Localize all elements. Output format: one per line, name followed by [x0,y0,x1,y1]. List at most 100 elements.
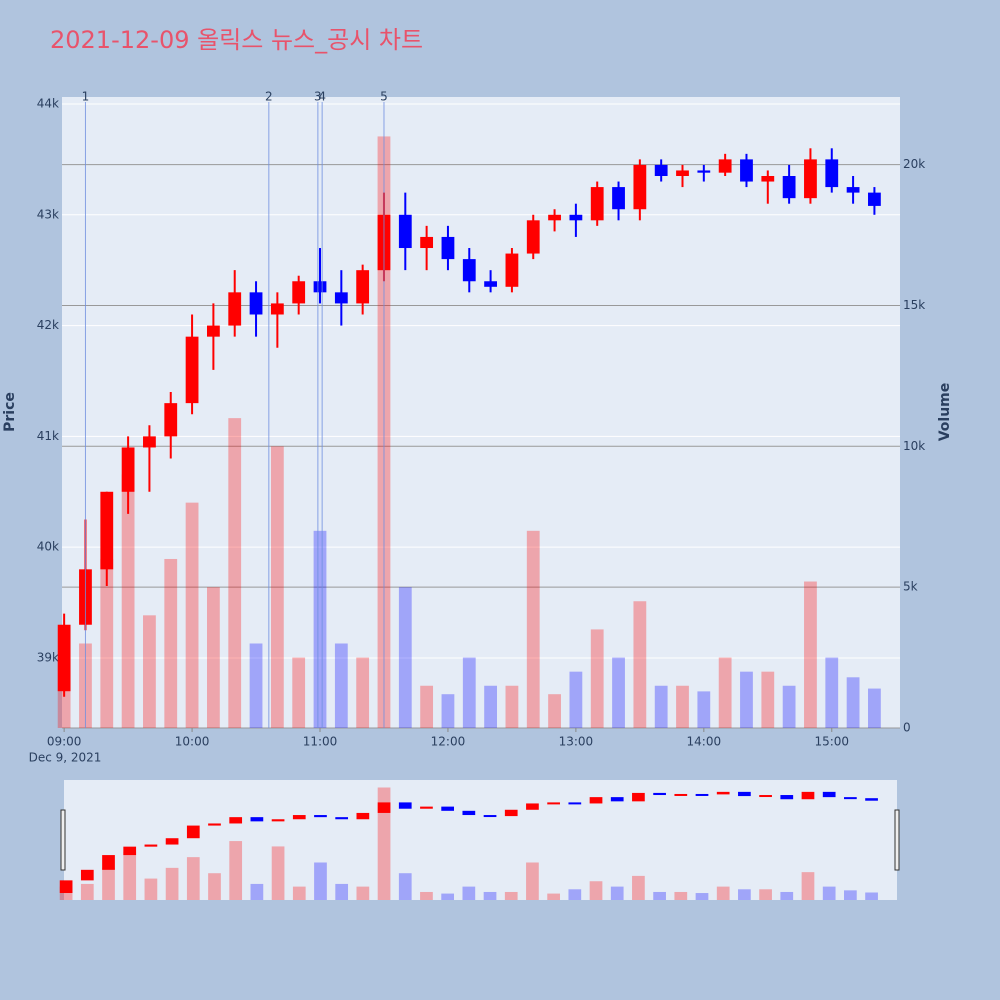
volume-bar [697,691,711,728]
slider-candle [547,802,560,805]
slider-candle [462,810,476,816]
volume-bar [846,677,860,728]
slider-candle [738,791,751,797]
candle-body [846,187,860,193]
volume-bar [505,685,519,728]
slider-candle [335,817,349,820]
candle-body [804,159,817,199]
candle-body [633,164,647,210]
slider-volume-bar [462,886,476,900]
slider-handle [60,809,66,871]
y-tick-label: 39k [37,650,59,664]
volume-bar [334,643,348,728]
slider-volume-bar [844,890,857,900]
news-marker-label: 3 [314,90,322,104]
volume-bar [654,685,668,728]
slider-volume-bar [483,891,497,900]
volume-bar [164,558,178,728]
slider-candle [716,791,730,795]
slider-candle [102,855,115,870]
volume-bar [633,601,647,728]
slider-volume-bar [568,889,582,900]
volume-bar [398,587,412,728]
y-tick-label: 44k [37,96,59,110]
candle-body [228,292,242,326]
slider-volume-bar [780,891,794,900]
volume-bar [740,671,753,728]
candle-body [356,270,370,304]
candle-body [868,192,881,206]
candle-body [676,170,689,176]
slider-volume-bar [865,892,878,900]
candle-body [612,187,625,210]
candle-body [526,220,540,254]
slider-candle [59,880,73,894]
x-tick-label: 11:00 [303,735,338,749]
candle-body [718,159,732,173]
slider-candle [186,825,200,839]
candle-body [334,292,348,304]
news-marker-label: 4 [318,90,326,104]
candle-body [292,281,306,304]
candle-body [143,436,156,448]
slider-volume-bar [186,857,200,900]
slider-volume-bar [632,875,645,900]
x-tick-label: 14:00 [687,735,722,749]
candle-body [398,214,412,249]
slider-candle [165,838,179,845]
volume-bar [100,558,114,728]
slider-candle [229,817,243,824]
slider-volume-bar [102,867,115,900]
candle-body [100,491,114,570]
y2-tick-label: 10k [903,439,925,453]
slider-volume-bar [229,841,243,900]
plot-area [62,97,900,728]
volume-bar [143,615,156,728]
slider-volume-bar [356,886,370,900]
slider-volume-bar [271,846,285,900]
volume-bar [718,657,732,728]
slider-volume-bar [250,883,264,900]
volume-bar [249,643,263,728]
volume-bar [292,657,306,728]
slider-volume-bar [526,862,539,900]
y2-tick-label: 5k [903,580,918,594]
candle-body [249,292,263,315]
volume-bar [548,694,561,728]
slider-volume-bar [759,889,772,900]
slider-candle [801,791,815,800]
slider-volume-bar [208,873,221,900]
slider-volume-bar [653,891,666,900]
volume-bar [612,657,625,728]
slider-volume-bar [314,862,327,900]
slider-candle [377,802,391,813]
slider-candle [844,797,857,800]
candle-body [462,259,476,282]
slider-candle [822,791,836,798]
range-slider [64,780,897,900]
slider-handle [894,809,900,871]
volume-bar [228,418,242,728]
slider-candle [759,795,772,798]
candle-body [420,236,434,249]
slider-volume-bar [165,867,179,900]
slider-candle [292,815,306,820]
slider-volume-bar [589,881,603,900]
y2-tick-label: 20k [903,157,925,171]
volume-bar [420,685,434,728]
volume-bar [441,694,455,728]
volume-bar [206,587,220,728]
volume-bar [825,657,839,728]
news-marker-label: 2 [265,90,273,104]
slider-volume-bar [123,851,137,900]
y2-tick-label: 0 [903,721,911,735]
slider-candle [80,869,94,881]
candle-body [441,236,455,260]
slider-volume-bar [292,886,306,900]
y-tick-label: 40k [37,540,59,554]
candle-body [740,159,753,182]
candle-body [206,325,220,337]
slider-candle [123,846,137,856]
candle-body [313,281,327,293]
